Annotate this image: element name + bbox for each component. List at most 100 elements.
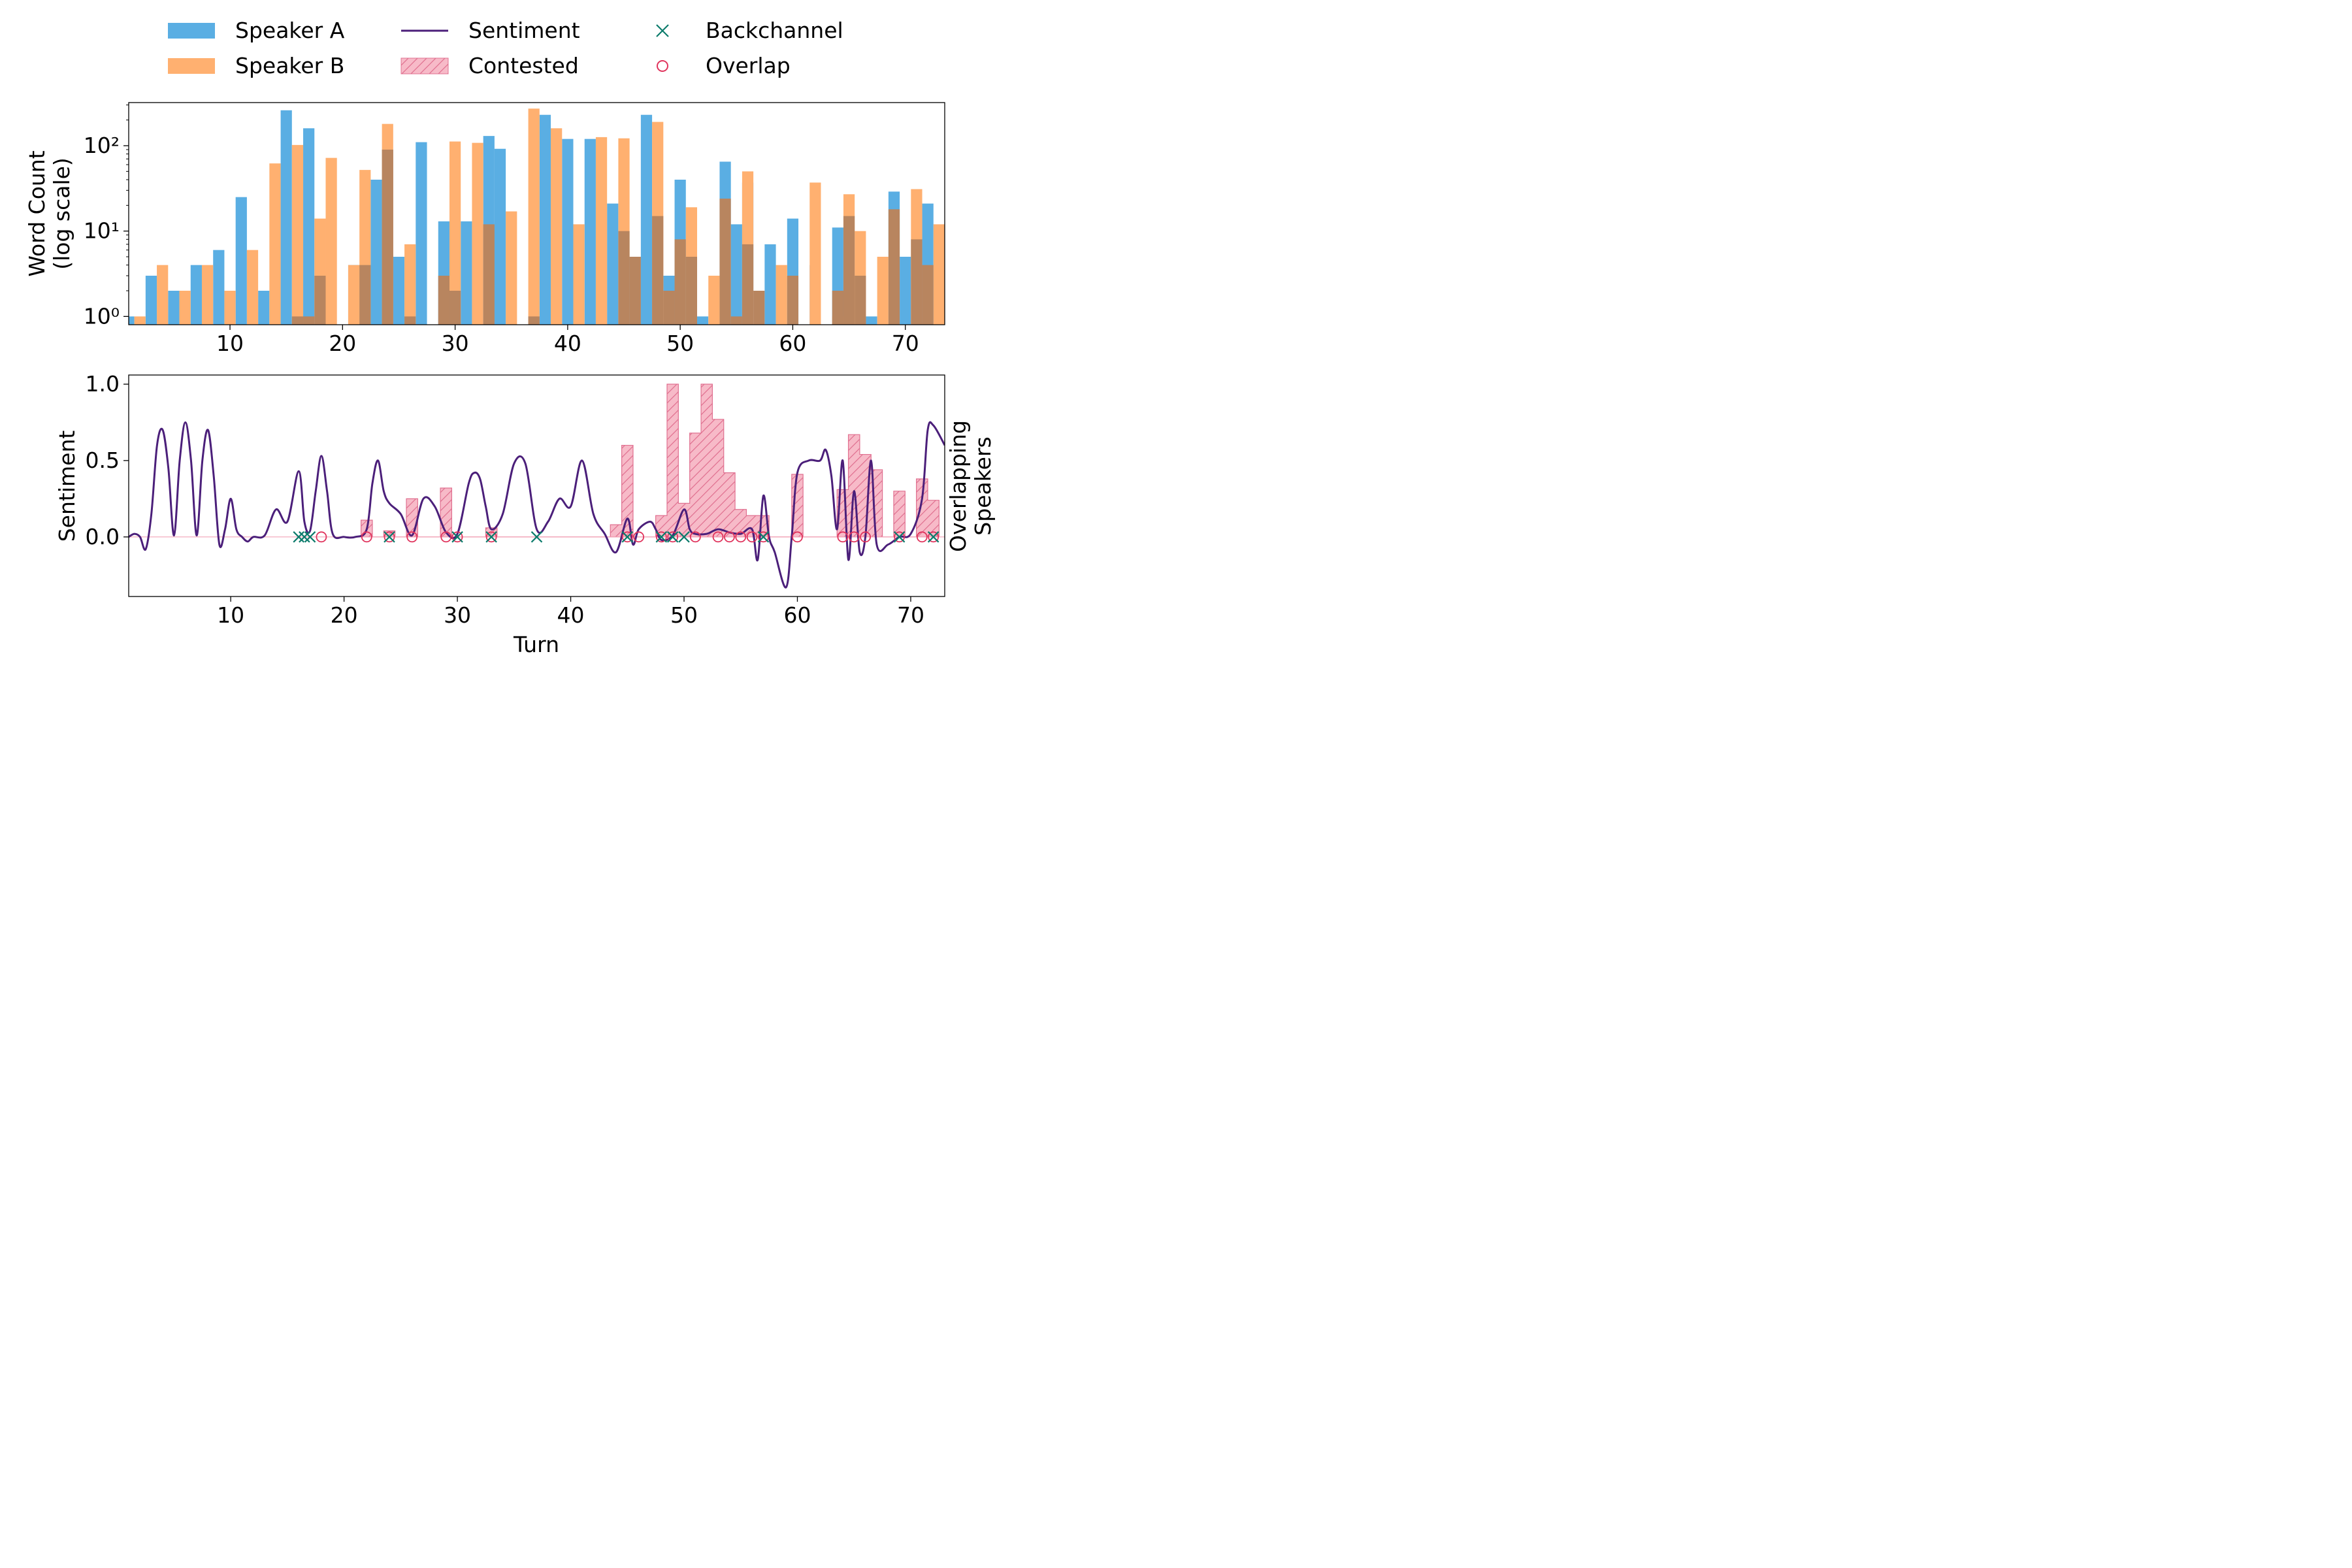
bar [776, 265, 787, 325]
bar [303, 128, 315, 325]
bar [325, 157, 337, 325]
x-tick-label: 30 [444, 602, 471, 628]
bar [730, 316, 742, 325]
bar [911, 239, 923, 325]
legend-label: Sentiment [468, 18, 580, 43]
series-2 [291, 149, 934, 325]
legend-swatch [168, 58, 215, 74]
bar [640, 114, 653, 325]
legend-marker [656, 24, 669, 37]
bar [618, 231, 630, 325]
bar [528, 316, 540, 325]
x-tick-label: 60 [783, 602, 811, 628]
overlap-marker [621, 531, 633, 543]
bar [663, 291, 675, 325]
figure: Speaker A Speaker B Sentiment Contested Back… [24, 18, 996, 657]
bar [528, 108, 540, 325]
backchannel-marker [893, 531, 906, 543]
backchannel-marker [485, 531, 497, 543]
bar [607, 203, 619, 325]
bar [877, 257, 889, 325]
backchannel-marker [304, 531, 316, 543]
legend-hatch [401, 58, 448, 74]
legend-label: Backchannel [706, 18, 843, 43]
bar [449, 141, 461, 325]
overlap-marker [792, 531, 803, 543]
x-tick-label: 60 [779, 331, 806, 356]
bar [179, 291, 191, 325]
bar [157, 265, 169, 325]
legend-marker [657, 60, 668, 72]
bar [348, 265, 360, 325]
bar [730, 224, 742, 325]
overlap-marker [633, 531, 645, 543]
bar [629, 257, 641, 325]
bar [551, 128, 563, 325]
overlap-marker [928, 531, 939, 543]
y-tick-label: 0.5 [86, 448, 120, 473]
bar [933, 224, 945, 325]
bar [449, 291, 461, 325]
overlap-marker [655, 531, 667, 543]
series-1 [134, 108, 945, 325]
bar [573, 224, 585, 325]
bar [224, 291, 236, 325]
top-plot-frame [128, 102, 945, 325]
y-tick-label: 0.0 [86, 524, 120, 549]
bar [832, 291, 843, 325]
overlap-marker [451, 531, 463, 543]
x-tick-label: 40 [557, 602, 585, 628]
legend-item-3: Contested [400, 53, 579, 78]
bar [506, 211, 517, 325]
top-ylabel-line1: Word Count [24, 150, 50, 276]
legend-label: Speaker B [235, 53, 344, 78]
backchannel-marker [927, 531, 939, 543]
x-tick-label: 20 [329, 331, 356, 356]
overlap-marker [894, 531, 906, 543]
y-tick-label: 10¹ [84, 218, 120, 244]
bar [494, 148, 506, 325]
overlap-marker [440, 531, 452, 543]
bar [129, 316, 135, 325]
bar [562, 139, 574, 325]
y-tick-label: 1.0 [86, 371, 120, 397]
bar [685, 257, 697, 325]
overlap-marker [406, 531, 418, 543]
bar [764, 244, 776, 325]
right-label-line1: Overlapping [945, 420, 971, 552]
overlap-marker [746, 531, 758, 543]
bar [900, 257, 911, 325]
legend-label: Contested [468, 53, 579, 78]
overlap-marker [384, 531, 395, 543]
bar [708, 275, 720, 325]
bar [404, 244, 416, 325]
bar [382, 149, 393, 325]
bar [753, 291, 765, 325]
x-tick-label: 70 [897, 602, 924, 628]
top-ylabel-line2: (log scale) [49, 157, 74, 270]
bar [866, 316, 877, 325]
bar [314, 275, 326, 325]
legend-item-2: Sentiment [401, 18, 580, 43]
bar [809, 182, 821, 325]
overlap-marker [667, 531, 679, 543]
bar [235, 197, 247, 325]
bar [404, 316, 416, 325]
bar [438, 275, 449, 325]
bar [246, 250, 259, 325]
bar [922, 265, 934, 325]
bar [595, 137, 608, 325]
overlap-marker [712, 531, 724, 543]
bar [472, 142, 483, 325]
overlap-marker [758, 531, 769, 543]
bar [584, 139, 596, 325]
bar [539, 114, 551, 325]
y-tick-label: 10² [84, 133, 120, 158]
x-tick-label: 70 [892, 331, 919, 356]
legend-item-1: Speaker B [168, 53, 344, 78]
legend-item-4: Backchannel [656, 18, 843, 43]
legend-label: Speaker A [235, 18, 345, 43]
bar [269, 163, 281, 325]
bar [742, 244, 754, 325]
x-tick-label: 50 [670, 602, 698, 628]
